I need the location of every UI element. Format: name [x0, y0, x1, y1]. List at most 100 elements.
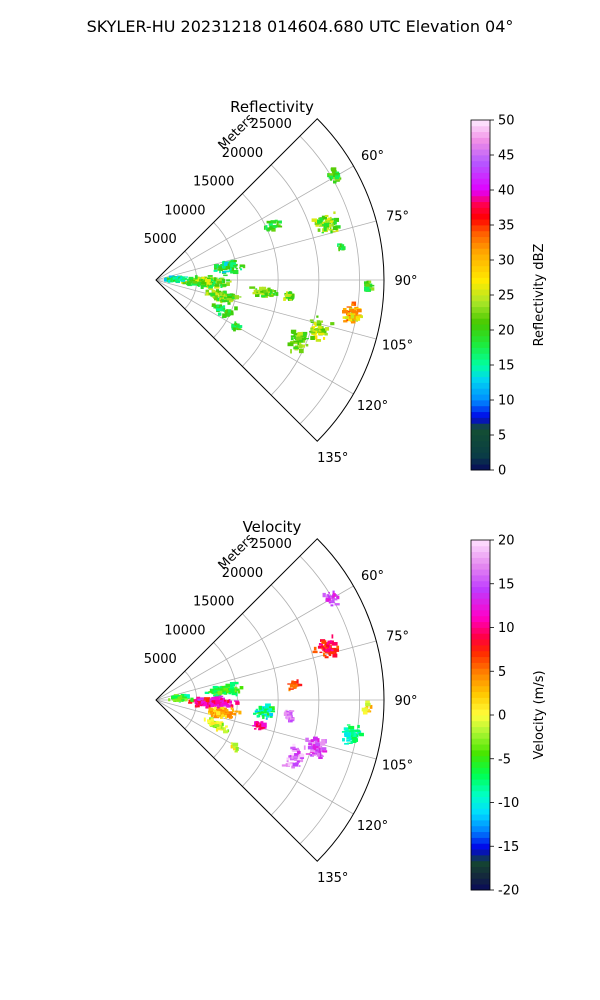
echo-cell: [343, 320, 348, 323]
echo-cell: [230, 704, 234, 708]
echo-cell: [359, 732, 364, 737]
echo-cell: [195, 277, 199, 282]
echo-cell: [313, 748, 319, 751]
echo-cell: [167, 279, 171, 283]
echo-cell: [265, 717, 268, 720]
echo-cell: [237, 690, 241, 694]
colorbar-segment: [471, 744, 490, 751]
colorbar-segment: [471, 720, 490, 728]
colorbar-segment: [471, 435, 490, 442]
echo-cell: [190, 280, 193, 284]
echo-cell: [346, 732, 351, 736]
sector-outline: [155, 118, 385, 442]
colorbar-segment: [471, 347, 490, 354]
colorbar-segment: [471, 750, 490, 757]
echo-cell: [342, 738, 345, 742]
colorbar-tick-label: 25: [498, 289, 515, 304]
echo-cell: [261, 707, 264, 710]
echo-cell: [220, 703, 224, 706]
echo-cell: [201, 276, 205, 279]
echo-cell: [199, 697, 206, 700]
echo-cell: [237, 328, 242, 331]
echo-cell: [224, 262, 228, 266]
echo-cell: [204, 691, 210, 694]
echo-cell: [223, 291, 227, 294]
echo-cell: [200, 284, 204, 290]
echo-cell: [238, 267, 241, 269]
echo-cell: [329, 642, 334, 644]
echo-cell: [324, 214, 329, 217]
echo-cell: [230, 263, 236, 268]
echo-cell: [210, 293, 213, 296]
echo-cell: [262, 286, 267, 290]
echo-cell: [306, 343, 309, 347]
echo-cell: [230, 744, 233, 749]
echo-cell: [217, 705, 220, 708]
echo-cell: [184, 694, 190, 699]
echo-cell: [328, 229, 334, 231]
echo-cell: [221, 727, 225, 730]
echo-cell: [314, 323, 317, 327]
colorbar-segment: [471, 580, 490, 588]
echo-cell: [318, 320, 324, 323]
echo-cell: [253, 712, 257, 715]
echo-cell: [172, 695, 178, 699]
colorbar-segment: [471, 761, 490, 768]
colorbar-tick-label: 20: [498, 324, 515, 339]
echo-cell: [233, 712, 236, 716]
echo-cell: [332, 225, 338, 231]
colorbar-tick-label: 20: [498, 534, 515, 549]
echo-cell: [291, 750, 297, 752]
echo-cell: [253, 289, 258, 294]
echo-cell: [303, 745, 306, 750]
colorbar-segment: [471, 610, 490, 617]
echo-cell: [291, 680, 294, 683]
echo-cell: [316, 320, 321, 324]
echo-cell: [212, 697, 215, 700]
echo-cell: [238, 325, 243, 328]
echo-cell: [226, 298, 232, 301]
echo-cell: [186, 281, 190, 283]
echo-cell: [167, 277, 170, 280]
colorbar-segment: [471, 738, 490, 745]
echo-cell: [222, 713, 224, 718]
echo-cell: [227, 699, 230, 703]
echo-cell: [342, 316, 346, 319]
echo-cell: [283, 297, 286, 301]
echo-cell: [269, 712, 274, 717]
colorbar-segment: [471, 551, 490, 558]
range-tick-label: 10000: [164, 203, 205, 218]
echo-cell: [210, 293, 216, 297]
colorbar-segment: [471, 190, 490, 197]
echo-cell: [215, 727, 219, 732]
colorbar-tick-label: 35: [498, 219, 515, 234]
echo-cell: [230, 296, 235, 300]
echo-cell: [216, 278, 222, 282]
echo-cell: [266, 709, 270, 712]
echo-cell: [328, 218, 332, 223]
echo-cell: [268, 708, 272, 711]
echo-cell: [239, 296, 242, 298]
echo-cell: [284, 293, 290, 298]
echo-cell: [318, 748, 324, 752]
echo-cell: [294, 753, 298, 757]
echo-cell: [320, 755, 324, 757]
echo-cell: [289, 762, 294, 765]
echo-cell: [188, 276, 194, 280]
echo-cell: [330, 167, 337, 172]
echo-cell: [271, 227, 276, 232]
echo-cell: [356, 309, 362, 313]
echo-cell: [236, 327, 239, 330]
echo-cell: [228, 690, 231, 693]
echo-cell: [239, 686, 244, 690]
echo-cell: [365, 702, 371, 707]
azimuth-gridline-120: [155, 699, 354, 815]
echo-cell: [216, 280, 223, 284]
colorbar-segment: [471, 878, 490, 885]
colorbar-segment: [471, 394, 490, 401]
sector-outline: [155, 538, 385, 862]
colorbar-segment: [471, 312, 490, 319]
echo-cell: [218, 695, 224, 698]
echo-cell: [225, 683, 230, 688]
echo-cell: [350, 319, 356, 324]
